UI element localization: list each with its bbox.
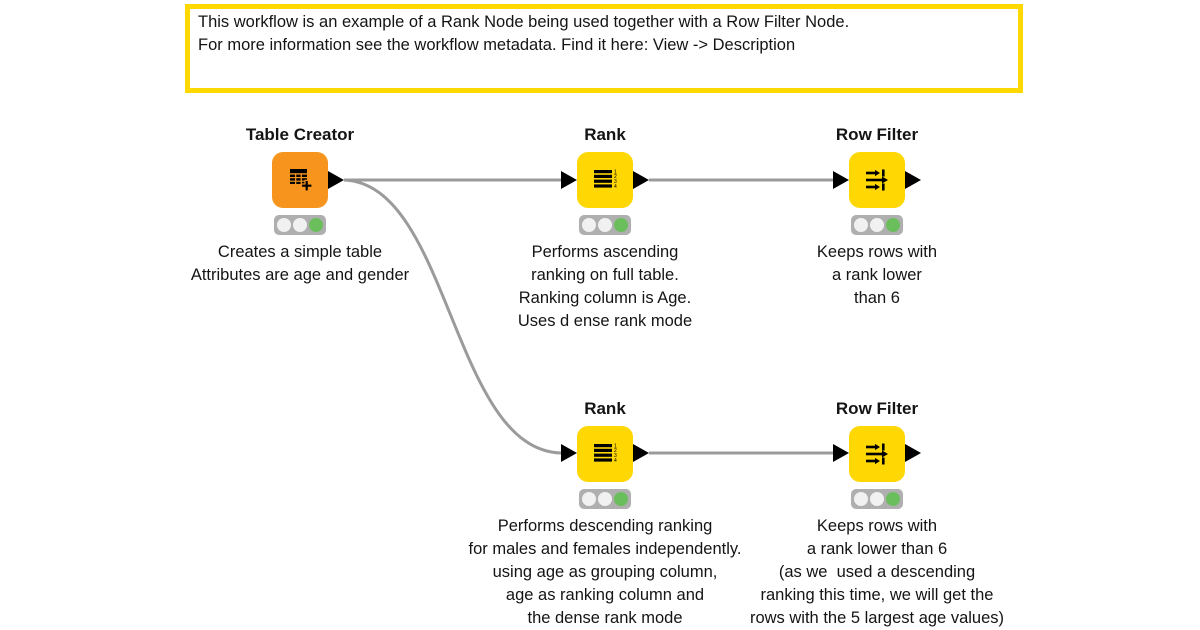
description-line: Uses d ense rank mode	[517, 312, 693, 330]
status-traffic-light	[851, 215, 903, 235]
input-port-rank-2[interactable]	[561, 444, 577, 462]
svg-text:4: 4	[614, 458, 617, 464]
status-light-1	[854, 218, 868, 232]
output-port-rank-2[interactable]	[633, 444, 649, 462]
description-line: than 6	[854, 289, 900, 307]
node-table-creator: Table Creator Creates a simple table Att…	[130, 124, 470, 287]
node-body-row-filter-1[interactable]	[849, 152, 905, 208]
description-line: a rank lower	[832, 266, 922, 284]
workflow-annotation[interactable]: This workflow is an example of a Rank No…	[185, 4, 1023, 93]
rank-icon: 1 2 3 4	[594, 443, 617, 464]
input-port-row-filter-1[interactable]	[833, 171, 849, 189]
node-title: Table Creator	[245, 125, 355, 144]
description-line: ranking on full table.	[531, 266, 679, 284]
annotation-text-line: This workflow is an example of a Rank No…	[198, 13, 850, 31]
status-light-2	[870, 218, 884, 232]
svg-text:4: 4	[614, 184, 617, 190]
description-line: using age as grouping column,	[492, 563, 718, 581]
input-port-rank-1[interactable]	[561, 171, 577, 189]
status-traffic-light	[851, 489, 903, 509]
node-rank-2: Rank 1 2 3 4 Performs descending ranking…	[435, 398, 775, 630]
description-line: a rank lower than 6	[806, 540, 948, 558]
description-line: for males and females independently.	[468, 540, 742, 558]
status-light-3	[886, 218, 900, 232]
description-line: Keeps rows with	[816, 243, 938, 261]
node-description: Keeps rows with a rank lower than 6 (as …	[750, 515, 1004, 630]
node-body-rank-2[interactable]: 1 2 3 4	[577, 426, 633, 482]
svg-text:3: 3	[614, 453, 617, 459]
node-title: Row Filter	[835, 399, 919, 418]
description-line: Performs ascending	[531, 243, 679, 261]
node-row-filter-2: Row Filter Keeps rows with a rank lower …	[707, 398, 1047, 630]
output-port-rank-1[interactable]	[633, 171, 649, 189]
output-port-row-filter-2[interactable]	[905, 444, 921, 462]
connection-tablecreator-rank2[interactable]	[343, 178, 562, 455]
description-line: (as we used a descending	[778, 563, 976, 581]
node-body-rank-1[interactable]: 1 2 3 4	[577, 152, 633, 208]
status-light-3	[886, 492, 900, 506]
description-line: Creates a simple table	[217, 243, 383, 261]
status-light-1	[854, 492, 868, 506]
status-light-3	[614, 218, 628, 232]
annotation-text-line: For more information see the workflow me…	[198, 36, 796, 54]
status-light-1	[582, 492, 596, 506]
node-row-filter-1: Row Filter Keeps rows with a rank lower …	[707, 124, 1047, 310]
status-light-2	[598, 492, 612, 506]
node-title: Row Filter	[835, 125, 919, 144]
output-port-table-creator[interactable]	[328, 171, 344, 189]
status-traffic-light	[579, 489, 631, 509]
svg-text:1: 1	[614, 169, 617, 175]
status-light-2	[870, 492, 884, 506]
node-body-row-filter-2[interactable]	[849, 426, 905, 482]
node-body-table-creator[interactable]	[272, 152, 328, 208]
description-line: the dense rank mode	[527, 609, 683, 627]
node-description: Performs ascending ranking on full table…	[518, 241, 692, 333]
row-filter-icon	[866, 443, 888, 465]
input-port-row-filter-2[interactable]	[833, 444, 849, 462]
output-port-row-filter-1[interactable]	[905, 171, 921, 189]
svg-text:2: 2	[614, 174, 617, 180]
node-rank-1: Rank 1 2 3 4 Performs ascending ranking …	[435, 124, 775, 333]
status-light-1	[582, 218, 596, 232]
status-light-2	[598, 218, 612, 232]
rank-icon: 1 2 3 4	[594, 169, 617, 190]
node-description: Performs descending ranking for males an…	[468, 515, 741, 630]
status-traffic-light	[579, 215, 631, 235]
svg-text:3: 3	[614, 179, 617, 185]
svg-text:2: 2	[614, 448, 617, 454]
row-filter-icon	[866, 169, 888, 191]
node-title: Rank	[584, 125, 626, 144]
description-line: Keeps rows with	[816, 517, 938, 535]
status-light-3	[614, 492, 628, 506]
status-light-2	[293, 218, 307, 232]
table-plus-icon	[290, 169, 313, 192]
status-light-3	[309, 218, 323, 232]
description-line: age as ranking column and	[505, 586, 705, 604]
status-traffic-light	[274, 215, 326, 235]
description-line: ranking this time, we will get the	[760, 586, 994, 604]
description-line: rows with the 5 largest age values)	[749, 609, 1005, 627]
description-line: Performs descending ranking	[497, 517, 713, 535]
svg-text:1: 1	[614, 443, 617, 449]
status-light-1	[277, 218, 291, 232]
node-description: Creates a simple table Attributes are ag…	[191, 241, 409, 287]
node-description: Keeps rows with a rank lower than 6	[817, 241, 937, 310]
description-line: Ranking column is Age.	[518, 289, 692, 307]
description-line: Attributes are age and gender	[190, 266, 410, 284]
node-title: Rank	[584, 399, 626, 418]
